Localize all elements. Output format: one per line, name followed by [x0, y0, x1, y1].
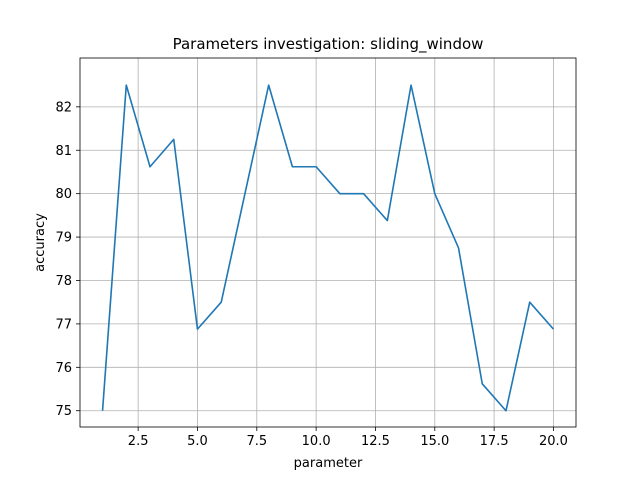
y-tick-label: 75: [55, 404, 72, 419]
x-tick-label: 12.5: [361, 434, 390, 449]
x-axis-label: parameter: [294, 456, 363, 471]
x-tick-label: 15.0: [420, 434, 449, 449]
x-tick-label: 20.0: [539, 434, 568, 449]
y-tick-label: 82: [55, 100, 72, 115]
chart-title: Parameters investigation: sliding_window: [173, 35, 484, 54]
y-tick-label: 80: [55, 187, 72, 202]
grid: [80, 58, 576, 427]
x-tick-label: 5.0: [187, 434, 208, 449]
x-tick-label: 10.0: [302, 434, 331, 449]
y-tick-label: 79: [55, 231, 72, 246]
series-layer: [101, 84, 555, 412]
y-tick-label: 76: [55, 361, 72, 376]
ticks: 2.5 5.0 7.5 10.0 12.5 15.0 17.5 20.0 75 76 77 78 79 8…: [55, 100, 567, 449]
y-tick-label: 78: [55, 274, 72, 289]
x-tick-label: 7.5: [246, 434, 267, 449]
x-tick-label: 17.5: [480, 434, 509, 449]
y-tick-label: 81: [55, 144, 72, 159]
series-line: [101, 84, 555, 412]
plot-frame: [79, 57, 577, 428]
x-tick-label: 2.5: [128, 434, 149, 449]
y-axis-label: accuracy: [33, 213, 48, 272]
y-tick-label: 77: [55, 317, 72, 332]
